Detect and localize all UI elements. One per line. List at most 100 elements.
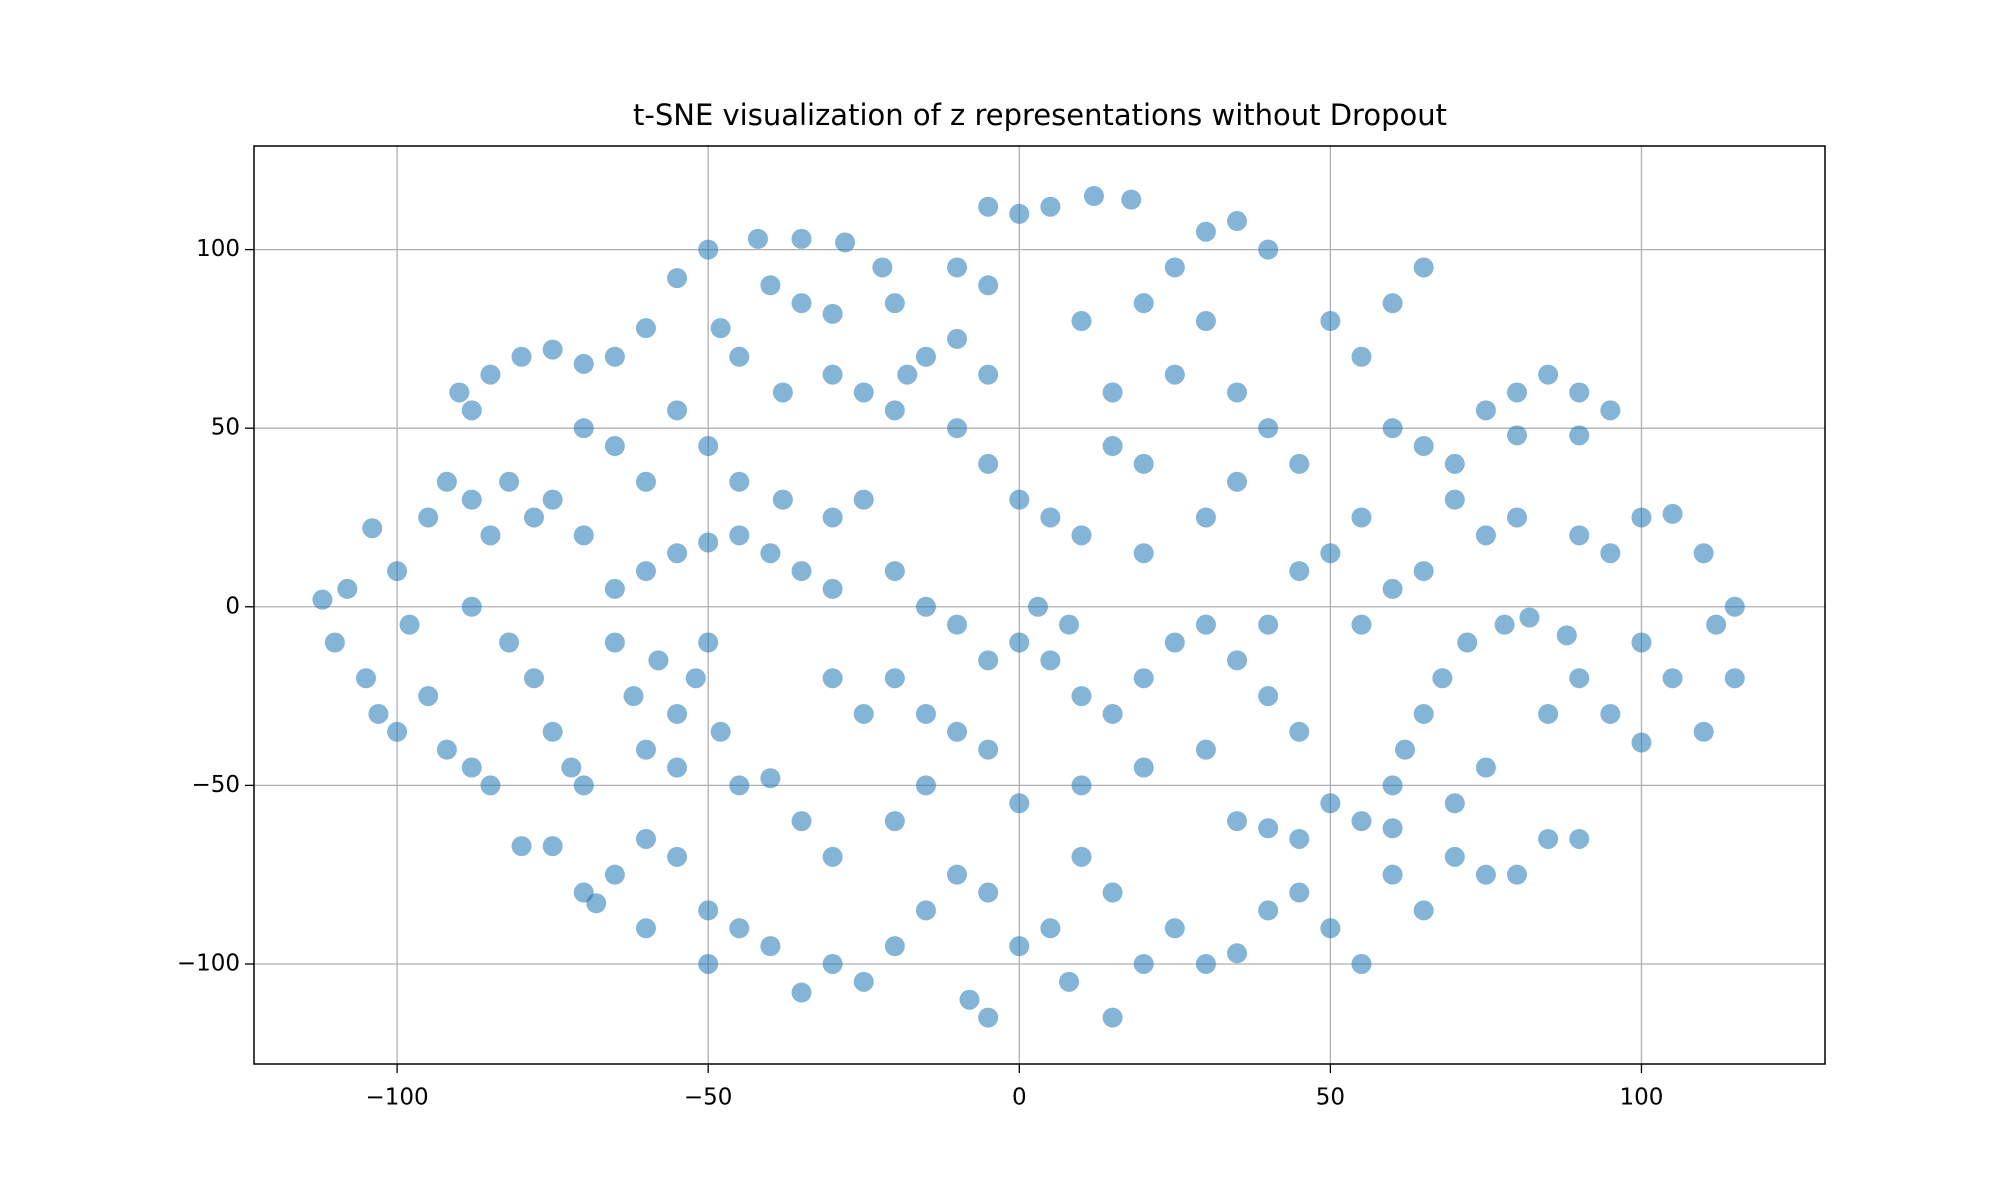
point xyxy=(449,382,470,403)
point xyxy=(729,346,750,367)
point xyxy=(1519,607,1540,628)
point xyxy=(1071,846,1092,867)
point xyxy=(436,739,457,760)
point xyxy=(959,989,980,1010)
point xyxy=(978,364,999,385)
point xyxy=(1289,453,1310,474)
point xyxy=(1227,471,1248,492)
point xyxy=(418,507,439,528)
point xyxy=(1444,793,1465,814)
point xyxy=(1227,211,1248,232)
point xyxy=(1382,293,1403,314)
point xyxy=(667,703,688,724)
point xyxy=(667,846,688,867)
point xyxy=(698,239,719,260)
point xyxy=(667,757,688,778)
point xyxy=(1320,793,1341,814)
point xyxy=(978,453,999,474)
point xyxy=(362,518,383,539)
point xyxy=(1475,525,1496,546)
point xyxy=(368,703,389,724)
point xyxy=(542,836,563,857)
point xyxy=(698,632,719,653)
point xyxy=(1351,614,1372,635)
point xyxy=(1059,971,1080,992)
point xyxy=(822,507,843,528)
grid xyxy=(254,146,1825,1064)
point xyxy=(1569,425,1590,446)
point xyxy=(710,318,731,339)
point xyxy=(1444,846,1465,867)
point xyxy=(1289,882,1310,903)
point xyxy=(729,918,750,939)
point xyxy=(1009,793,1030,814)
point xyxy=(635,561,656,582)
point xyxy=(791,811,812,832)
y-tick-label: 0 xyxy=(225,593,240,619)
point xyxy=(337,578,358,599)
point xyxy=(835,232,856,253)
point xyxy=(853,703,874,724)
point xyxy=(760,768,781,789)
point xyxy=(355,668,376,689)
point xyxy=(1475,400,1496,421)
point xyxy=(1351,811,1372,832)
point xyxy=(573,525,594,546)
point xyxy=(523,507,544,528)
point xyxy=(1009,203,1030,224)
point xyxy=(947,257,968,278)
point xyxy=(667,268,688,289)
point xyxy=(573,775,594,796)
point xyxy=(947,418,968,439)
x-tick-label: 100 xyxy=(1620,1085,1664,1111)
point xyxy=(1102,703,1123,724)
point xyxy=(561,757,582,778)
point xyxy=(853,489,874,510)
point xyxy=(1258,614,1279,635)
point xyxy=(1432,668,1453,689)
point xyxy=(1195,311,1216,332)
point xyxy=(884,811,905,832)
point xyxy=(1164,257,1185,278)
point xyxy=(1413,257,1434,278)
point xyxy=(1027,596,1048,617)
point xyxy=(480,775,501,796)
point xyxy=(623,686,644,707)
point xyxy=(1102,382,1123,403)
point xyxy=(1320,918,1341,939)
point xyxy=(1227,650,1248,671)
point xyxy=(1227,382,1248,403)
point xyxy=(884,561,905,582)
points xyxy=(312,186,1745,1028)
point xyxy=(1724,668,1745,689)
point xyxy=(1382,418,1403,439)
point xyxy=(1195,614,1216,635)
point xyxy=(1133,453,1154,474)
point xyxy=(760,936,781,957)
point xyxy=(915,900,936,921)
point xyxy=(1382,864,1403,885)
point xyxy=(542,489,563,510)
point xyxy=(1413,703,1434,724)
point xyxy=(573,418,594,439)
point xyxy=(1227,943,1248,964)
point xyxy=(604,632,625,653)
point xyxy=(1289,561,1310,582)
point xyxy=(698,900,719,921)
point xyxy=(523,668,544,689)
point xyxy=(1009,489,1030,510)
point xyxy=(480,364,501,385)
y-tick-label: 50 xyxy=(211,415,240,441)
point xyxy=(791,293,812,314)
point xyxy=(1444,453,1465,474)
point xyxy=(1102,1007,1123,1028)
point xyxy=(387,721,408,742)
point xyxy=(499,632,520,653)
point xyxy=(1631,632,1652,653)
point xyxy=(978,882,999,903)
point xyxy=(573,353,594,374)
point xyxy=(1133,953,1154,974)
point xyxy=(791,228,812,249)
point xyxy=(635,739,656,760)
